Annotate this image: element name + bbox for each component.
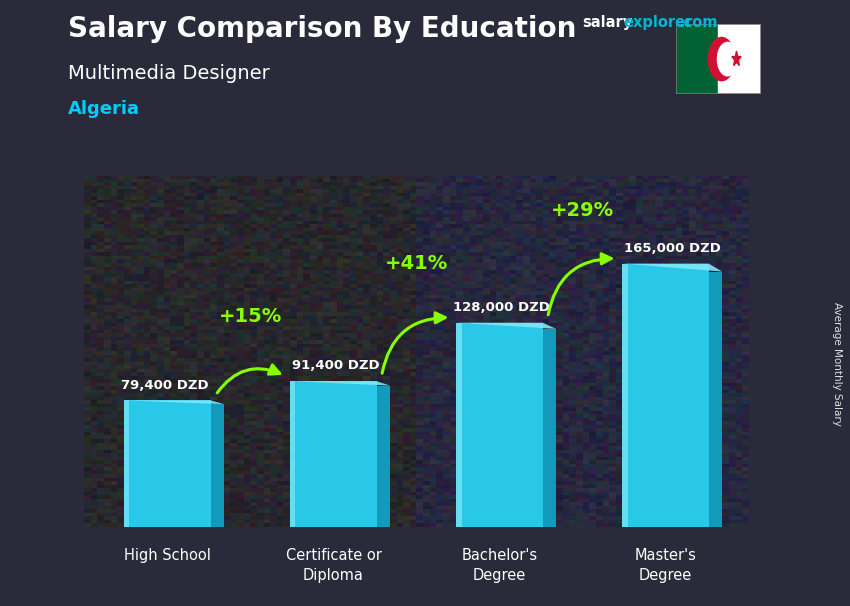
Polygon shape	[622, 264, 722, 271]
Text: 91,400 DZD: 91,400 DZD	[292, 359, 380, 373]
Bar	[718, 24, 761, 94]
Text: 128,000 DZD: 128,000 DZD	[453, 301, 550, 314]
Polygon shape	[124, 401, 224, 404]
Bar	[676, 24, 718, 94]
Bar	[622, 264, 627, 527]
Bar	[291, 381, 296, 527]
Bar	[377, 385, 390, 527]
Text: 165,000 DZD: 165,000 DZD	[624, 242, 721, 255]
Bar	[709, 271, 722, 527]
Polygon shape	[456, 323, 556, 329]
Bar	[124, 401, 129, 527]
Text: +41%: +41%	[385, 254, 448, 273]
Text: explorer: explorer	[623, 15, 693, 30]
Polygon shape	[732, 51, 741, 65]
Text: Average Monthly Salary: Average Monthly Salary	[832, 302, 842, 425]
Text: 79,400 DZD: 79,400 DZD	[121, 379, 208, 391]
Bar	[291, 381, 377, 527]
Text: +15%: +15%	[218, 307, 282, 326]
Text: Algeria: Algeria	[68, 100, 140, 118]
Bar	[622, 264, 709, 527]
Polygon shape	[291, 381, 390, 385]
Circle shape	[717, 42, 738, 76]
Text: +29%: +29%	[551, 201, 614, 221]
Text: .com: .com	[678, 15, 717, 30]
Text: Multimedia Designer: Multimedia Designer	[68, 64, 269, 82]
Bar	[542, 329, 556, 527]
Text: salary: salary	[582, 15, 632, 30]
Bar	[124, 401, 211, 527]
Bar	[456, 323, 542, 527]
Bar	[456, 323, 462, 527]
Circle shape	[708, 38, 734, 81]
Text: Salary Comparison By Education: Salary Comparison By Education	[68, 15, 576, 43]
Bar	[211, 404, 224, 527]
